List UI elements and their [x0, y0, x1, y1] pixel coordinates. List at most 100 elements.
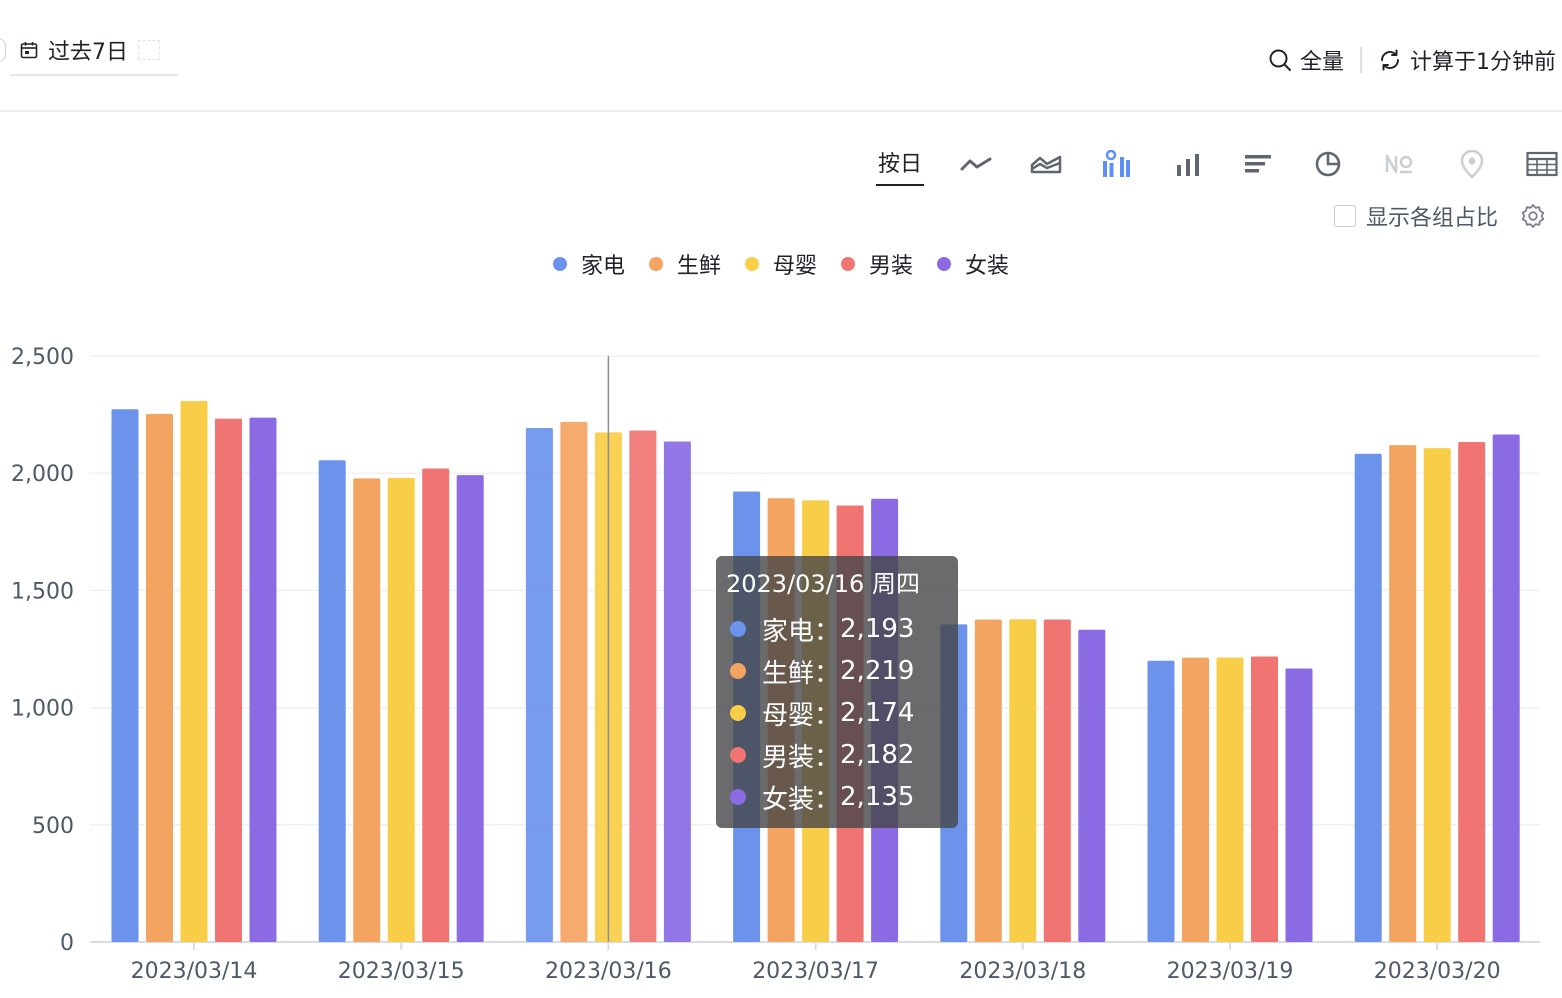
table-icon[interactable]	[1524, 140, 1560, 188]
date-range-picker[interactable]: 过去7日	[10, 26, 178, 76]
y-tick-label: 2,500	[11, 345, 74, 370]
bar-1-2[interactable]	[318, 460, 346, 942]
bar-4-3[interactable]	[629, 430, 657, 942]
tooltip-swatch	[730, 705, 746, 721]
tooltip-value: 2,182	[840, 740, 915, 770]
tooltip-value: 2,193	[840, 614, 915, 644]
bar-2-3[interactable]	[560, 421, 588, 942]
legend-swatch	[841, 257, 855, 271]
legend-item-fresh[interactable]: 生鲜	[648, 248, 721, 280]
bar-5-3[interactable]	[663, 441, 691, 942]
bar-1-1[interactable]	[111, 409, 139, 942]
tooltip-row: 女装： 2,135	[726, 776, 948, 818]
legend-label: 男装	[869, 254, 914, 279]
grouped-bar-chart-icon[interactable]	[1098, 140, 1134, 188]
bar-chart-icon[interactable]	[1170, 140, 1206, 188]
pie-chart-icon[interactable]	[1310, 140, 1346, 188]
map-pin-icon[interactable]	[1454, 140, 1490, 188]
tooltip-swatch	[730, 789, 746, 805]
search-icon[interactable]	[1268, 48, 1292, 72]
y-axis-ticks: 0 500 1,000 1,500 2,000 2,500	[11, 345, 74, 956]
bar-2-1[interactable]	[146, 413, 173, 942]
bar-1-3[interactable]	[525, 427, 553, 942]
bar-4-7[interactable]	[1458, 442, 1486, 942]
x-tick-label: 2023/03/18	[959, 959, 1086, 984]
top-right-actions: 全量 计算于1分钟前	[1268, 44, 1556, 76]
chart-toolbar: 按日	[866, 140, 1562, 188]
granularity-selector[interactable]: 按日	[876, 140, 924, 186]
tooltip-value: 2,174	[840, 698, 915, 728]
tooltip-row: 男装： 2,182	[726, 734, 948, 776]
bar-1-6[interactable]	[1147, 660, 1175, 942]
line-chart-icon[interactable]	[958, 140, 994, 188]
calendar-icon	[20, 42, 38, 59]
legend-swatch	[937, 257, 952, 271]
bar-2-7[interactable]	[1389, 445, 1417, 942]
top-bar: 过去7日 全量 计算于1分钟前	[0, 0, 1562, 112]
bar-1-7[interactable]	[1354, 453, 1382, 942]
show-ratio-checkbox[interactable]	[1334, 205, 1356, 227]
legend-label: 女装	[965, 254, 1010, 279]
area-chart-icon[interactable]	[1028, 140, 1064, 188]
bar-3-6[interactable]	[1216, 657, 1244, 942]
legend-swatch	[744, 257, 759, 271]
bar-3-1[interactable]	[180, 401, 208, 943]
legend-item-womenswear[interactable]: 女装	[937, 248, 1009, 280]
x-tick-label: 2023/03/17	[752, 959, 879, 984]
bar-5-7[interactable]	[1492, 434, 1520, 942]
tooltip-row: 家电： 2,193	[726, 608, 948, 650]
show-ratio-label[interactable]: 显示各组占比	[1366, 206, 1499, 231]
bar-4-5[interactable]	[1043, 619, 1071, 942]
x-tick-label: 2023/03/16	[545, 959, 672, 984]
bar-3-7[interactable]	[1423, 448, 1451, 942]
legend-swatch	[648, 257, 663, 271]
tooltip-value: 2,135	[840, 782, 915, 812]
bar-4-1[interactable]	[215, 418, 242, 942]
bar-4-6[interactable]	[1251, 656, 1278, 942]
legend-label: 母婴	[772, 254, 817, 279]
y-tick-label: 2,000	[11, 462, 74, 487]
tooltip-swatch	[730, 621, 746, 637]
tooltip-swatch	[730, 747, 746, 763]
bar-2-2[interactable]	[353, 478, 381, 942]
chart-options: 显示各组占比	[1334, 200, 1546, 232]
x-tick-label: 2023/03/14	[131, 959, 258, 984]
y-tick-label: 500	[32, 814, 74, 839]
tooltip-title: 2023/03/16 周四	[726, 570, 920, 598]
tooltip-value: 2,219	[840, 656, 915, 686]
bar-2-5[interactable]	[974, 619, 1002, 942]
x-tick-label: 2023/03/19	[1167, 959, 1294, 984]
bar-3-5[interactable]	[1009, 619, 1037, 942]
y-tick-label: 1,000	[11, 697, 74, 722]
refresh-icon[interactable]	[1378, 48, 1402, 72]
tooltip-row: 母婴： 2,174	[726, 692, 948, 734]
bar-3-2[interactable]	[387, 477, 415, 942]
horizontal-bar-chart-icon[interactable]	[1240, 140, 1276, 188]
x-tick-label: 2023/03/15	[338, 959, 465, 984]
legend-label: 家电	[580, 254, 625, 279]
legend-item-appliance[interactable]: 家电	[552, 248, 625, 280]
tooltip-label: 女装：	[762, 784, 841, 815]
y-tick-label: 1,500	[11, 579, 74, 604]
bar-5-6[interactable]	[1285, 668, 1313, 942]
tooltip-swatch	[730, 663, 746, 679]
tooltip-label: 母婴：	[762, 700, 841, 731]
legend-item-menswear[interactable]: 男装	[841, 248, 913, 280]
bar-2-6[interactable]	[1182, 657, 1209, 942]
gear-icon[interactable]	[1520, 203, 1546, 229]
bar-5-5[interactable]	[1078, 629, 1106, 942]
compare-placeholder-icon	[138, 40, 160, 60]
number-card-icon[interactable]	[1382, 140, 1418, 188]
chart-legend: 家电 生鲜 母婴 男装 女装	[0, 248, 1562, 280]
search-scope-label[interactable]: 全量	[1299, 50, 1344, 75]
legend-swatch	[552, 257, 567, 271]
legend-item-maternal[interactable]: 母婴	[744, 248, 817, 280]
bar-5-1[interactable]	[249, 417, 277, 942]
divider	[1360, 47, 1362, 73]
chart-tooltip: 2023/03/16 周四 家电： 2,193 生鲜： 2,219 母婴： 2,174…	[716, 556, 958, 828]
refresh-status-label: 计算于1分钟前	[1410, 50, 1556, 75]
bar-4-2[interactable]	[422, 468, 450, 942]
x-tick-label: 2023/03/20	[1374, 959, 1501, 984]
bar-5-2[interactable]	[456, 475, 484, 942]
